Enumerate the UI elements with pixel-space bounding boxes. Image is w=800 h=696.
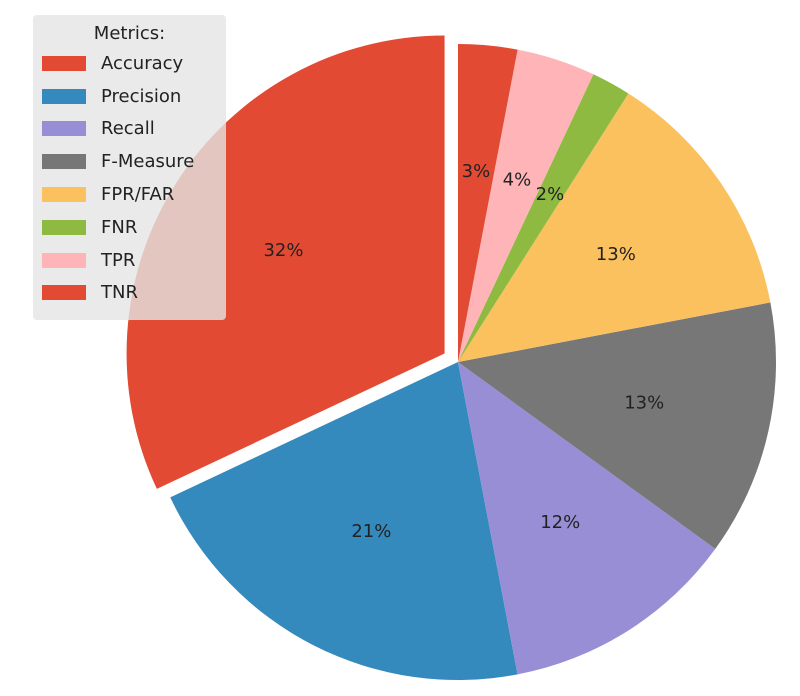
legend-item: Precision — [33, 80, 226, 113]
pie-slice-precision — [170, 362, 518, 680]
legend-label: F-Measure — [101, 151, 195, 173]
legend-label: FPR/FAR — [101, 184, 175, 206]
legend-item: FPR/FAR — [33, 178, 226, 211]
slice-label: 4% — [503, 170, 532, 191]
legend-item: TNR — [33, 277, 226, 310]
slice-label: 2% — [536, 184, 565, 205]
slice-label: 13% — [624, 393, 664, 414]
legend-swatch — [42, 88, 86, 104]
legend-item: F-Measure — [33, 145, 226, 178]
legend-item: TPR — [33, 244, 226, 277]
legend-swatch — [42, 285, 86, 301]
slice-label: 3% — [462, 161, 491, 182]
legend-swatch — [42, 187, 86, 203]
legend-item: Accuracy — [33, 47, 226, 80]
legend-swatch — [42, 121, 86, 137]
legend-item: FNR — [33, 211, 226, 244]
slice-label: 12% — [540, 512, 580, 533]
pie-slice-fpr-far — [458, 93, 771, 362]
slice-label: 13% — [596, 244, 636, 265]
legend-swatch — [42, 55, 86, 71]
pie-slice-tpr — [458, 49, 594, 362]
legend-label: Precision — [101, 85, 182, 107]
legend-swatch — [42, 219, 86, 235]
legend-label: TNR — [101, 282, 138, 304]
legend-item: Recall — [33, 113, 226, 146]
legend-label: Accuracy — [101, 52, 184, 74]
legend-label: FNR — [101, 216, 138, 238]
legend-title: Metrics: — [93, 23, 166, 44]
slice-label: 21% — [351, 521, 391, 542]
pie-slice-fnr — [458, 74, 629, 362]
pie-slice-recall — [458, 362, 716, 675]
legend-label: Recall — [101, 118, 155, 140]
legend-label: TPR — [101, 249, 136, 271]
pie-slice-f-measure — [458, 302, 776, 549]
pie-slice-tnr — [458, 44, 518, 362]
legend: Metrics: Accuracy Precision Recall F-Measur… — [33, 15, 226, 320]
slice-label: 32% — [263, 240, 303, 261]
legend-swatch — [42, 252, 86, 268]
legend-swatch — [42, 154, 86, 170]
